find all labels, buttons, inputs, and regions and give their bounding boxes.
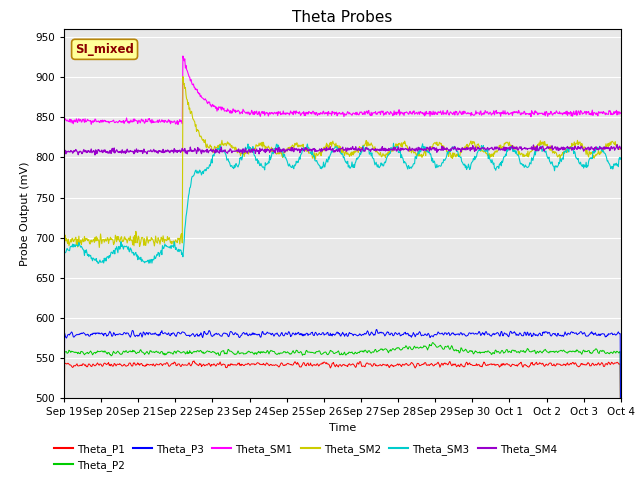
Theta_SM3 — [94, 261, 102, 266]
Theta_SM1 — [179, 53, 187, 59]
Line: Theta_SM2: Theta_SM2 — [64, 77, 621, 248]
Theta_SM3 — [205, 162, 213, 168]
X-axis label: Time: Time — [329, 423, 356, 433]
Theta_SM3 — [458, 158, 465, 164]
Theta_SM1 — [300, 110, 307, 116]
Line: Theta_SM1: Theta_SM1 — [64, 56, 621, 124]
Theta_SM3 — [122, 244, 129, 250]
Theta_P2 — [480, 349, 488, 355]
Theta_P3 — [541, 329, 549, 335]
Theta_SM1 — [206, 102, 214, 108]
Line: Theta_P3: Theta_P3 — [64, 330, 621, 480]
Theta_SM4 — [480, 146, 488, 152]
Line: Theta_P2: Theta_P2 — [64, 343, 621, 480]
Theta_P1 — [480, 359, 488, 365]
Line: Theta_SM3: Theta_SM3 — [64, 143, 621, 264]
Theta_SM1 — [458, 111, 465, 117]
Theta_SM1 — [60, 118, 68, 124]
Theta_SM1 — [481, 111, 488, 117]
Theta_P2 — [205, 349, 212, 355]
Title: Theta Probes: Theta Probes — [292, 10, 392, 25]
Theta_P3 — [298, 331, 306, 336]
Theta_SM2 — [300, 142, 307, 147]
Theta_P2 — [121, 349, 129, 355]
Theta_P3 — [205, 328, 212, 334]
Theta_SM3 — [390, 140, 397, 146]
Theta_SM4 — [91, 152, 99, 158]
Theta_SM4 — [205, 148, 213, 154]
Theta_SM2 — [95, 245, 103, 251]
Theta_P1 — [541, 362, 549, 368]
Theta_P2 — [429, 340, 436, 346]
Theta_SM1 — [121, 119, 129, 124]
Theta_SM4 — [541, 146, 549, 152]
Line: Theta_SM4: Theta_SM4 — [64, 145, 621, 155]
Theta_SM3 — [617, 155, 625, 161]
Theta_P2 — [541, 347, 549, 352]
Theta_SM1 — [617, 110, 625, 116]
Theta_P3 — [457, 330, 465, 336]
Theta_P3 — [480, 331, 488, 336]
Theta_SM2 — [481, 148, 488, 154]
Text: SI_mixed: SI_mixed — [75, 43, 134, 56]
Theta_P1 — [299, 362, 307, 368]
Theta_P3 — [373, 327, 381, 333]
Theta_P2 — [298, 350, 306, 356]
Theta_SM1 — [542, 109, 550, 115]
Theta_SM4 — [613, 142, 621, 148]
Theta_P2 — [457, 345, 465, 351]
Theta_SM2 — [60, 239, 68, 245]
Legend: Theta_P1, Theta_P2, Theta_P3, Theta_SM1, Theta_SM2, Theta_SM3, Theta_SM4: Theta_P1, Theta_P2, Theta_P3, Theta_SM1,… — [50, 439, 562, 475]
Theta_SM3 — [299, 147, 307, 153]
Theta_SM3 — [542, 148, 550, 154]
Theta_P1 — [457, 361, 465, 367]
Theta_SM3 — [60, 250, 68, 255]
Theta_P1 — [121, 362, 129, 368]
Theta_SM4 — [122, 151, 129, 156]
Theta_SM4 — [299, 146, 307, 152]
Theta_SM2 — [206, 142, 214, 148]
Theta_P3 — [121, 330, 129, 336]
Theta_SM4 — [60, 150, 68, 156]
Theta_SM4 — [457, 149, 465, 155]
Y-axis label: Probe Output (mV): Probe Output (mV) — [20, 161, 29, 266]
Theta_SM3 — [481, 148, 488, 154]
Theta_SM2 — [122, 237, 129, 242]
Theta_P1 — [190, 358, 198, 364]
Theta_P1 — [205, 361, 213, 367]
Theta_SM2 — [617, 146, 625, 152]
Line: Theta_P1: Theta_P1 — [64, 361, 621, 480]
Theta_SM2 — [458, 149, 465, 155]
Theta_SM2 — [179, 74, 187, 80]
Theta_SM2 — [542, 143, 550, 148]
Theta_SM4 — [617, 146, 625, 152]
Theta_SM1 — [174, 121, 182, 127]
